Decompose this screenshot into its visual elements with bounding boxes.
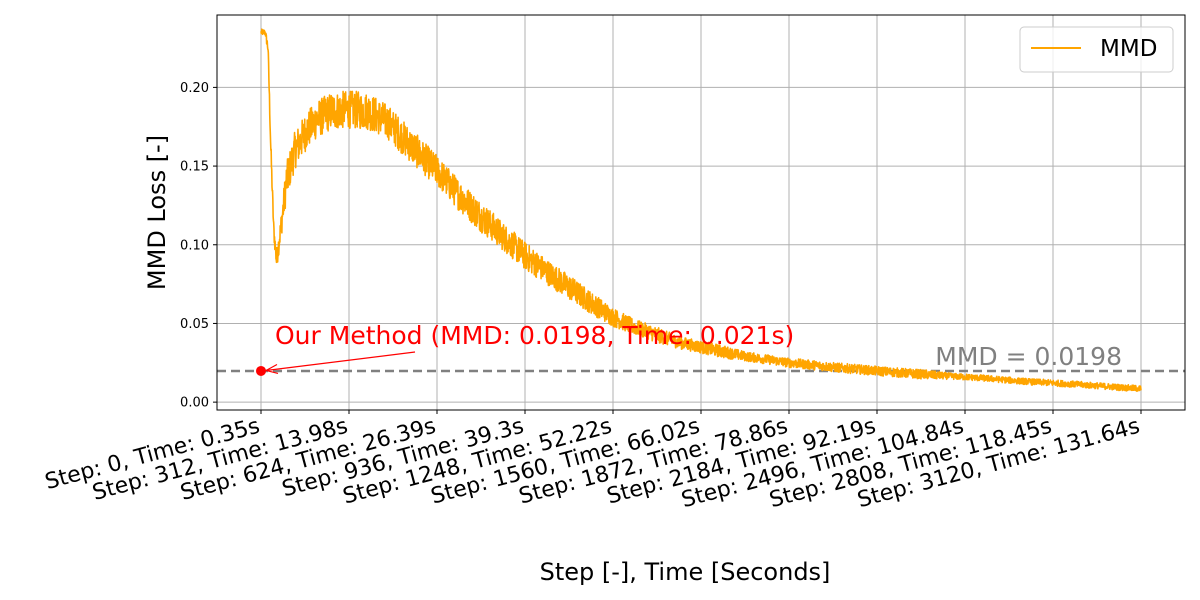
legend-box [1019,26,1174,73]
series-line-mmd [260,28,1142,392]
annotation-text: Our Method (MMD: 0.0198, Time: 0.021s) [275,321,794,350]
annotation-arrow [265,351,416,372]
annotation-point [256,365,266,376]
annotation-group: Our Method (MMD: 0.0198, Time: 0.021s) [256,321,794,376]
grid-lines [217,15,1185,410]
y-tick-label: 0.15 [180,160,209,175]
y-tick-label: 0.05 [180,317,209,332]
legend-label-mmd: MMD [1100,36,1157,62]
reference-line-label: MMD = 0.0198 [935,342,1122,371]
legend: MMD [1019,26,1174,73]
x-axis-label: Step [-], Time [Seconds] [540,558,831,586]
y-tick-label: 0.20 [180,81,209,96]
y-tick-label: 0.00 [180,396,209,411]
y-axis-ticks: 0.00 0.05 0.10 0.15 0.20 [180,81,217,411]
y-tick-label: 0.10 [180,238,209,253]
reference-line-group: MMD = 0.0198 [217,342,1185,373]
annotation-arrow-head [265,363,279,375]
y-axis-label: MMD Loss [-] [143,135,171,290]
series-group [260,28,1142,392]
